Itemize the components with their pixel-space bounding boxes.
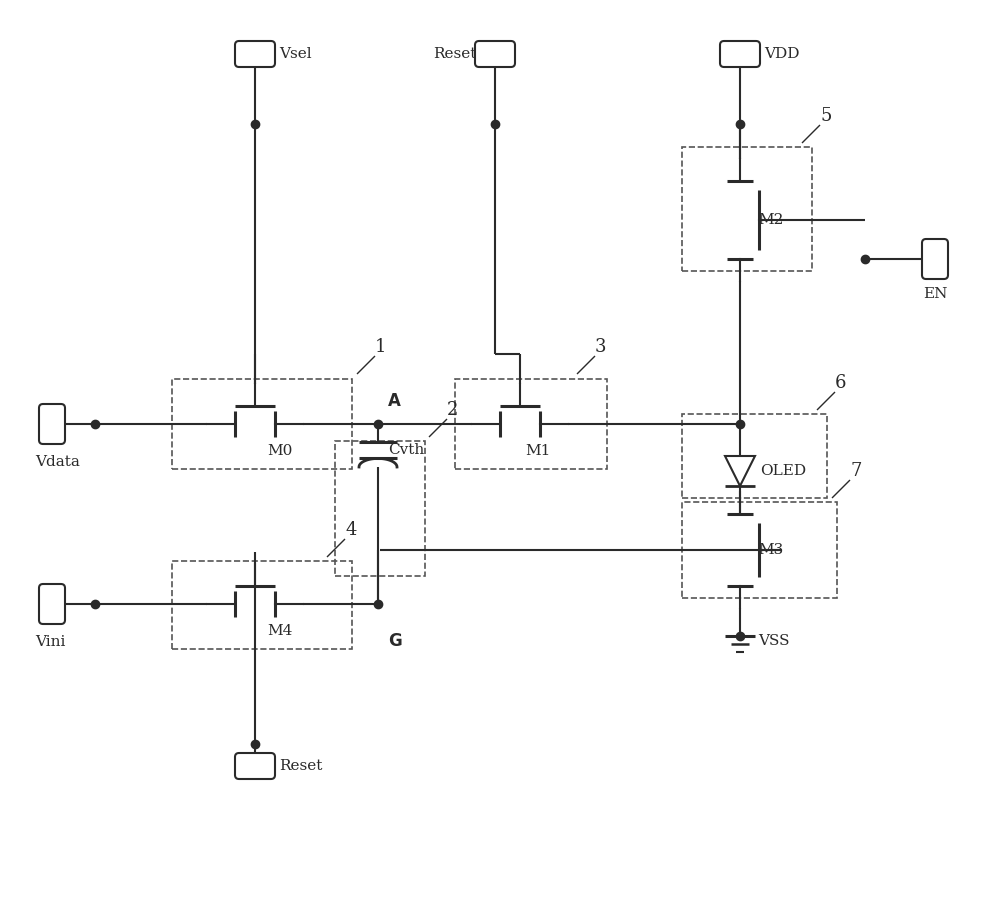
FancyBboxPatch shape <box>39 404 65 444</box>
Text: VDD: VDD <box>764 47 800 61</box>
Text: Cvth: Cvth <box>388 443 424 457</box>
Text: 3: 3 <box>595 338 606 356</box>
Text: M2: M2 <box>758 213 783 227</box>
Text: OLED: OLED <box>760 464 806 478</box>
Bar <box>682 502 837 598</box>
Text: Reset: Reset <box>433 47 476 61</box>
Text: M4: M4 <box>267 624 292 638</box>
FancyBboxPatch shape <box>475 41 515 67</box>
Text: 2: 2 <box>447 401 458 419</box>
Bar <box>455 379 607 469</box>
Bar <box>172 379 352 469</box>
FancyBboxPatch shape <box>39 584 65 624</box>
Text: M1: M1 <box>525 444 550 458</box>
Text: M3: M3 <box>758 543 783 557</box>
Text: Vdata: Vdata <box>35 455 80 469</box>
Text: M0: M0 <box>267 444 292 458</box>
FancyBboxPatch shape <box>720 41 760 67</box>
Text: Vini: Vini <box>35 635 65 649</box>
FancyBboxPatch shape <box>922 239 948 279</box>
Bar <box>682 414 827 498</box>
Bar <box>172 561 352 649</box>
Bar <box>682 147 812 271</box>
Text: Vsel: Vsel <box>279 47 312 61</box>
Text: G: G <box>388 632 402 650</box>
Text: 7: 7 <box>850 462 861 480</box>
FancyBboxPatch shape <box>235 41 275 67</box>
FancyBboxPatch shape <box>235 753 275 779</box>
Text: 4: 4 <box>345 521 356 539</box>
Text: A: A <box>388 392 401 410</box>
Bar <box>335 441 425 576</box>
Text: 1: 1 <box>375 338 386 356</box>
Text: Reset: Reset <box>279 759 322 773</box>
Text: 6: 6 <box>835 374 846 392</box>
Text: VSS: VSS <box>758 634 790 648</box>
Text: EN: EN <box>923 287 947 301</box>
Text: 5: 5 <box>820 107 831 125</box>
